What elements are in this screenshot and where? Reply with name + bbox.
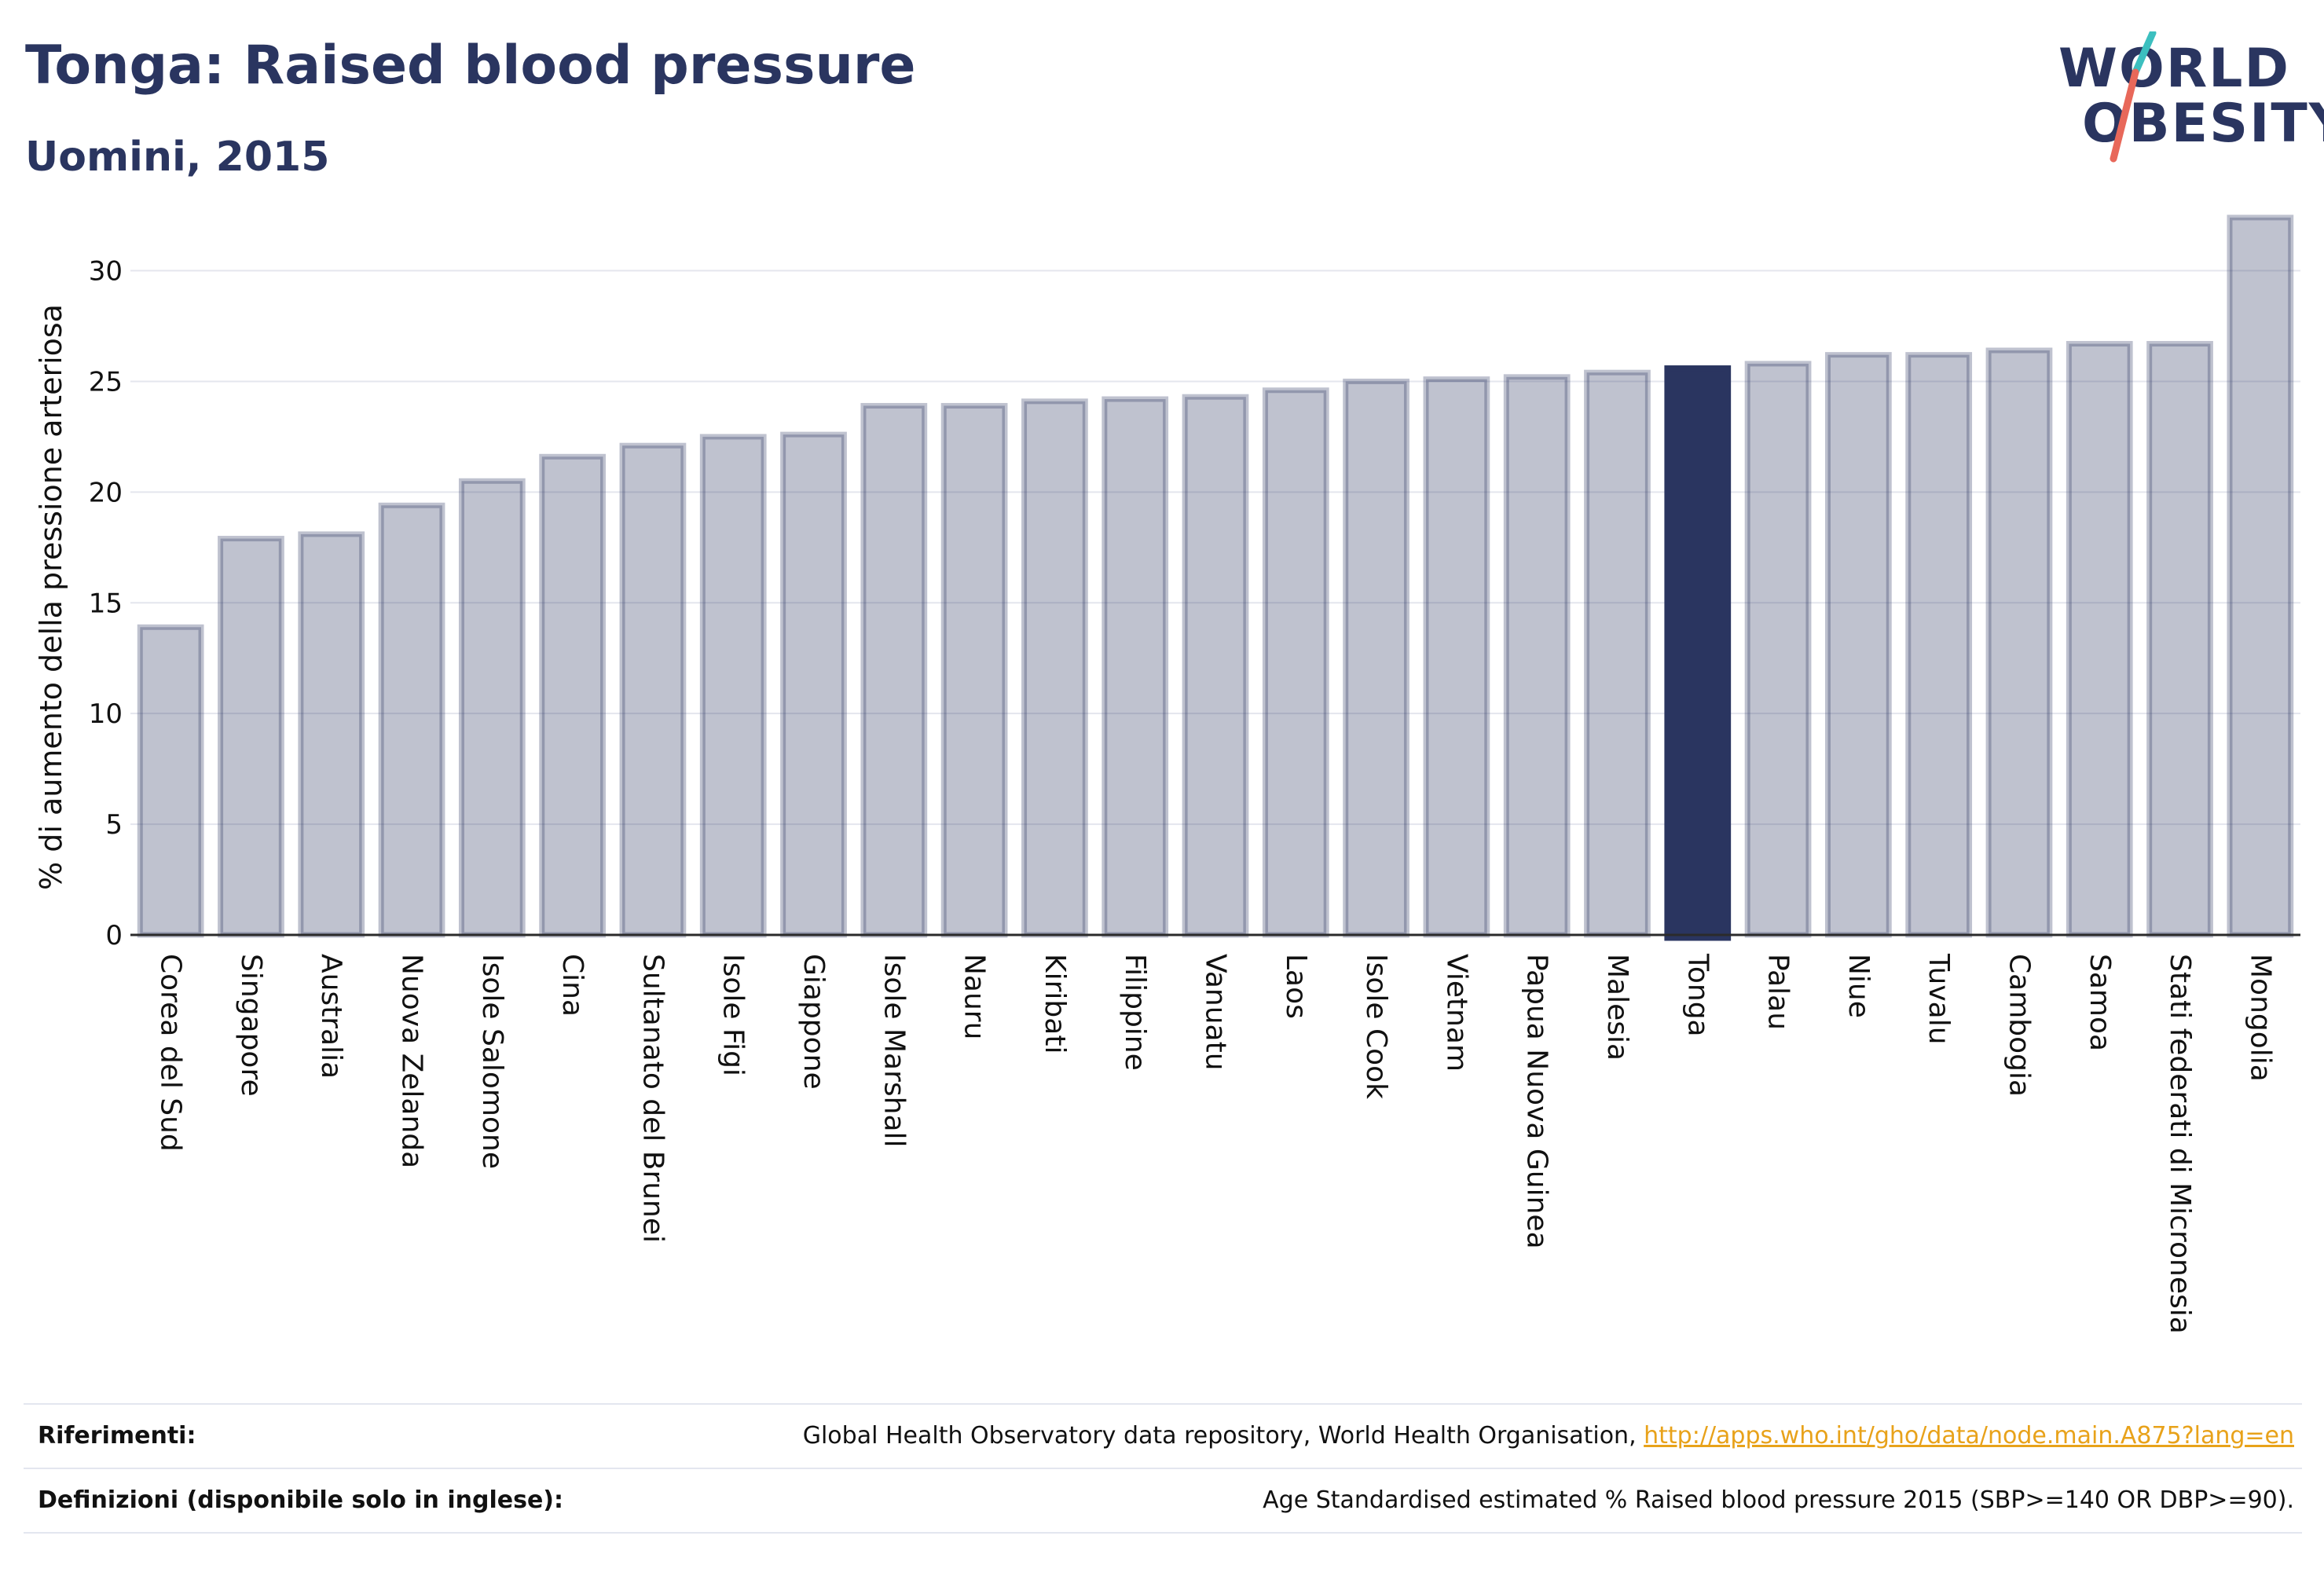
x-tick-label: Nuova Zelanda	[396, 954, 428, 1168]
x-tick-label: Corea del Sud	[155, 954, 187, 1152]
references-value: Global Health Observatory data repositor…	[803, 1422, 2294, 1450]
y-tick-label: 15	[89, 588, 123, 619]
bar-corea-del-sud	[137, 624, 204, 938]
gridlines	[130, 269, 2300, 826]
bar-tonga	[1664, 365, 1732, 941]
x-tick-label: Mongolia	[2244, 954, 2276, 1082]
bar-samoa	[2066, 341, 2133, 938]
bar-isole-salomone	[458, 478, 526, 938]
x-tick-label: Tonga	[1681, 953, 1714, 1037]
bar-australia	[298, 531, 365, 938]
x-tick-label: Australia	[315, 954, 347, 1079]
y-axis-title: % di aumento della pressione arteriosa	[34, 304, 68, 890]
bar-cina	[539, 453, 607, 938]
bar-singapore	[218, 536, 284, 938]
bar-tuvalu	[1905, 352, 1973, 938]
y-tick-label: 30	[89, 256, 123, 288]
y-tick-label: 10	[89, 698, 123, 730]
x-tick-label: Tuvalu	[1923, 953, 1955, 1045]
bar-nuova-zelanda	[378, 502, 445, 938]
definitions-text: Age Standardised estimated % Raised bloo…	[1263, 1486, 2294, 1514]
bar-malesia	[1584, 369, 1651, 938]
bar-chart: 0 5 10 15 20 25 30 Corea del Sud Singapore Austr…	[34, 214, 2300, 1334]
x-tick-label: Singapore	[235, 954, 267, 1097]
bar-cambogia	[1985, 347, 2053, 938]
x-tick-label: Sultanato del Brunei	[636, 954, 669, 1243]
x-tick-label: Papua Nuova Guinea	[1521, 954, 1553, 1249]
chart-subtitle: Uomini, 2015	[25, 134, 330, 181]
bar-papua-nuova-guinea	[1503, 374, 1571, 938]
bar-nauru	[940, 402, 1008, 938]
bar-vanuatu	[1182, 394, 1249, 938]
bar-laos	[1262, 387, 1329, 938]
references-link[interactable]: http://apps.who.int/gho/data/node.main.A…	[1644, 1422, 2294, 1450]
references-text: Global Health Observatory data repositor…	[802, 1422, 1644, 1450]
y-tick-label: 5	[105, 809, 123, 841]
x-tick-label: Vietnam	[1440, 954, 1472, 1072]
bar-niue	[1824, 352, 1892, 938]
y-axis-ticks: 0 5 10 15 20 25 30	[89, 256, 123, 951]
x-tick-label: Samoa	[2084, 954, 2116, 1051]
chart-title: Tonga: Raised blood pressure	[25, 35, 916, 97]
y-tick-label: 0	[105, 920, 123, 951]
x-tick-label: Isole Marshall	[878, 954, 910, 1148]
bar-isole-marshall	[860, 402, 928, 938]
x-tick-label: Malesia	[1601, 954, 1633, 1061]
x-tick-label: Filippine	[1119, 954, 1151, 1071]
x-tick-label: Giappone	[797, 954, 830, 1090]
x-tick-label: Isole Figi	[717, 954, 750, 1076]
bar-vietnam	[1423, 376, 1490, 938]
definitions-label: Definizioni (disponibile solo in inglese…	[38, 1486, 563, 1514]
logo-slash-icon	[2110, 31, 2157, 163]
y-tick-label: 25	[89, 366, 123, 398]
bar-stati-federati-di-micronesia	[2146, 341, 2213, 938]
bar-palau	[1744, 361, 1812, 938]
y-tick-label: 20	[89, 477, 123, 508]
bar-sultanato-del-brunei	[619, 442, 687, 938]
bar-kiribati	[1021, 398, 1088, 938]
definitions-row: Definizioni (disponibile solo in inglese…	[24, 1468, 2302, 1532]
bar-filippine	[1102, 396, 1169, 938]
x-tick-label: Palau	[1762, 954, 1794, 1030]
x-tick-label: Nauru	[959, 954, 991, 1039]
logo-line-1: WORLD	[2058, 38, 2290, 100]
bars	[137, 214, 2294, 941]
references-label: Riferimenti:	[38, 1422, 196, 1450]
x-tick-label: Niue	[1842, 954, 1875, 1018]
footer-divider	[24, 1532, 2302, 1534]
x-tick-label: Cambogia	[2003, 954, 2035, 1097]
x-tick-label: Isole Salomone	[476, 954, 508, 1169]
x-tick-label: Cina	[556, 954, 588, 1017]
x-tick-label: Vanuatu	[1200, 954, 1232, 1071]
bar-giappone	[780, 431, 847, 938]
x-tick-label: Isole Cook	[1360, 954, 1392, 1099]
bar-isole-cook	[1343, 378, 1409, 938]
x-axis-labels: Corea del Sud Singapore Australia Nuova Zel…	[155, 953, 2277, 1334]
bar-mongolia	[2227, 214, 2294, 938]
x-tick-label: Stati federati di Micronesia	[2164, 954, 2196, 1334]
world-obesity-logo: WORLD OBESITY	[2051, 31, 2324, 173]
x-tick-label: Kiribati	[1039, 954, 1071, 1054]
x-tick-label: Laos	[1280, 954, 1312, 1019]
bar-isole-figi	[699, 434, 767, 938]
references-row: Riferimenti: Global Health Observatory d…	[24, 1403, 2302, 1468]
